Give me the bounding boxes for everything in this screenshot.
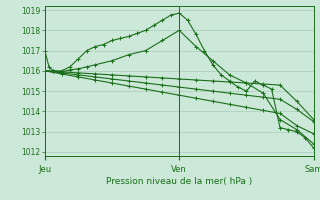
X-axis label: Pression niveau de la mer( hPa ): Pression niveau de la mer( hPa ) [106,177,252,186]
